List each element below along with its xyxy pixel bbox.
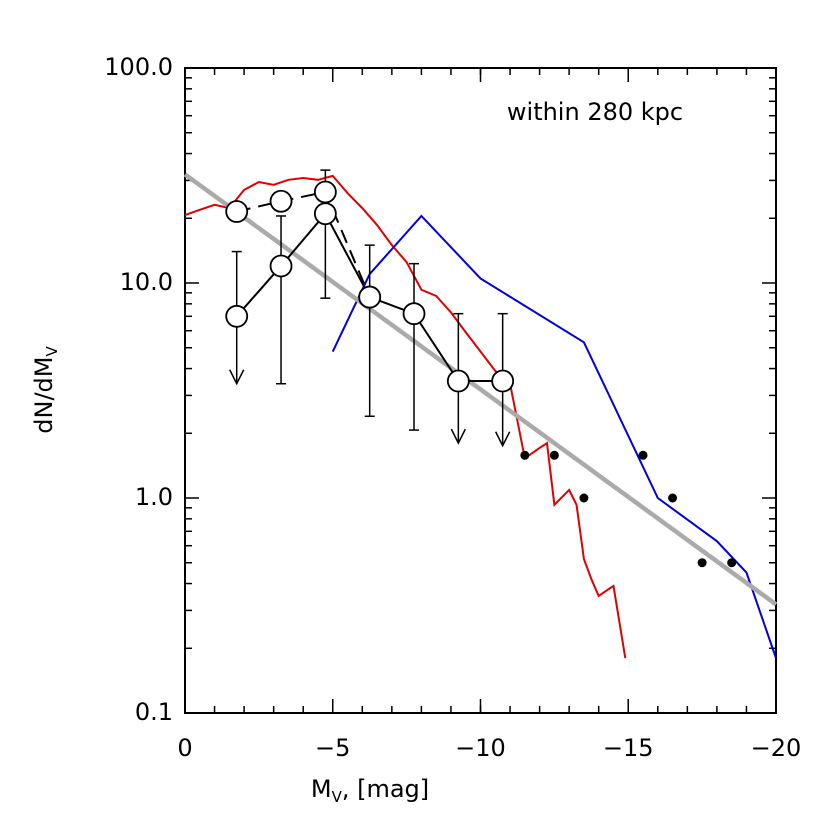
marker [313,202,337,226]
series-line [183,172,778,607]
point [520,450,530,460]
marker [313,180,337,204]
x-label-main: M [311,775,332,803]
x-tick-label: 0 [177,734,192,762]
x-label-rest: , [mag] [342,775,429,803]
y-tick-label: 1.0 [135,483,173,511]
x-tick-label: −5 [315,734,350,762]
marker [269,189,293,213]
series-line [236,190,371,298]
y-tick-label: 10.0 [120,268,173,296]
upper-limit-arrow [450,428,467,445]
x-tick-label: −20 [751,734,802,762]
y-label-sub: V [43,346,61,357]
y-axis-label: dN/dMV [30,346,61,434]
y-label-main: dN/dM [30,357,58,434]
upper-limit-arrow [229,369,245,386]
marker [491,369,515,393]
marker [402,302,426,326]
marker [225,304,249,328]
marker [225,200,249,223]
point [668,493,678,503]
point [638,450,648,460]
upper-limit-arrow [494,431,511,448]
marker [446,369,470,393]
series-line [331,214,777,659]
series-line [184,174,627,659]
x-axis-label: MV, [mag] [311,775,429,806]
point [727,558,737,568]
x-label-sub: V [332,788,343,806]
point [549,450,559,460]
y-tick-label: 100.0 [104,53,173,81]
y-tick-label: 0.1 [135,698,173,726]
x-tick-label: −10 [455,734,506,762]
annotation: within 280 kpc [507,98,683,126]
marker [269,254,293,278]
x-tick-label: −15 [603,734,654,762]
point [579,493,589,503]
point [697,558,707,568]
marker [358,285,382,309]
